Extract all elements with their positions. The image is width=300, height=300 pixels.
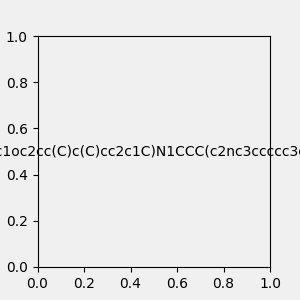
Text: O=C(c1oc2cc(C)c(C)cc2c1C)N1CCC(c2nc3ccccc3o2)CC1: O=C(c1oc2cc(C)c(C)cc2c1C)N1CCC(c2nc3cccc… <box>0 145 300 158</box>
